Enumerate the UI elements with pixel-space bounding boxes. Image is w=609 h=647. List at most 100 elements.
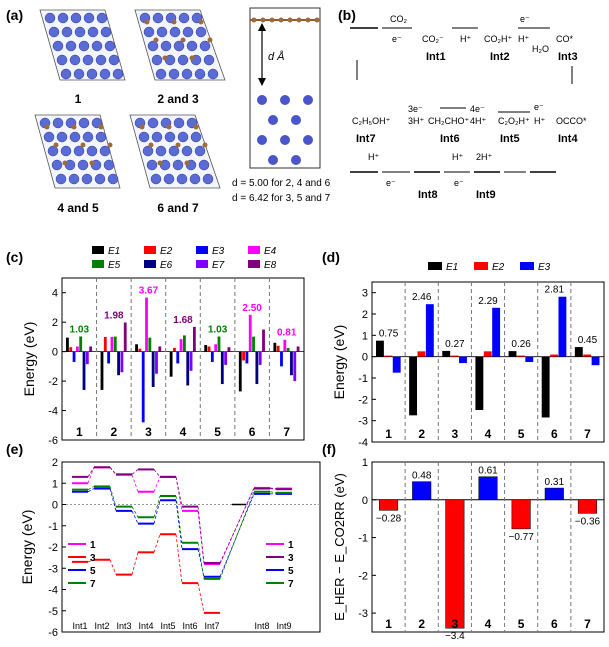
category-label: 7 — [584, 427, 591, 441]
bar-E2 — [516, 355, 525, 357]
connector-3 — [175, 534, 183, 584]
legend-label: 7 — [288, 579, 294, 590]
bar-E4 — [283, 339, 287, 352]
chem-int7: C₂H₅OH⁺ — [352, 116, 391, 126]
category-label: 3 — [452, 617, 459, 631]
legend-label: E3 — [538, 262, 551, 273]
atom — [103, 159, 115, 171]
bar-E7 — [189, 351, 193, 371]
bar-E4 — [145, 297, 148, 352]
bar-E6 — [151, 351, 155, 387]
y-tick-label: 4 — [52, 288, 58, 300]
bar-E8 — [296, 346, 300, 352]
chem-int6: CH₂CHO⁺ — [428, 116, 469, 126]
bar-E3 — [525, 356, 534, 362]
atom — [186, 40, 198, 52]
bar — [445, 499, 465, 629]
bar-E2 — [138, 348, 142, 352]
annotation-label: 3.67 — [139, 286, 159, 297]
annotation-label: 0.81 — [277, 328, 297, 339]
d-label: d Å — [268, 50, 285, 63]
adatom — [107, 142, 113, 148]
x-tick-label: Int3 — [116, 621, 131, 631]
bar-E3 — [107, 351, 111, 364]
bar — [478, 476, 498, 501]
atom — [189, 173, 201, 185]
y-tick-label: 3 — [362, 288, 368, 300]
annotation-label: 1.03 — [70, 324, 90, 335]
annotation-label: 2.81 — [545, 285, 565, 296]
bar-E2 — [276, 345, 280, 352]
y-tick-label: -3 — [358, 416, 368, 428]
connector-5 — [175, 500, 183, 550]
layer-atom — [251, 17, 257, 23]
y-tick-label: 0 — [362, 352, 368, 364]
bar-E2 — [103, 336, 107, 352]
adatom — [198, 19, 204, 25]
connector-5 — [109, 488, 117, 511]
bar-E3 — [558, 296, 567, 357]
atom — [199, 40, 211, 52]
atom — [181, 145, 193, 157]
y-tick-label: 2 — [52, 317, 58, 329]
atom — [182, 26, 194, 38]
atom — [164, 131, 176, 143]
chart-f: -3 -2 -1 0 1 E_HER − E_CO2RR (eV) −0.28 1 0.48 2 −… — [332, 457, 605, 642]
value-label: −0.28 — [376, 513, 402, 524]
bar-E1 — [376, 340, 384, 357]
legend-label: E5 — [108, 260, 121, 271]
bar-E1 — [238, 351, 242, 392]
d-arrow-head-bottom — [258, 78, 266, 86]
legend-label: 5 — [288, 566, 294, 577]
side-atom — [257, 95, 267, 105]
atom — [56, 54, 68, 66]
bar-E3 — [72, 351, 76, 362]
species-3h: 3H⁺ — [408, 116, 425, 126]
legend-label: 3 — [288, 553, 294, 564]
bar-E6 — [82, 351, 86, 390]
annotation-label: 0.26 — [511, 339, 531, 350]
atom — [86, 145, 98, 157]
legend-label: E6 — [160, 260, 173, 271]
atom — [61, 26, 73, 38]
atom — [52, 117, 64, 129]
atom — [160, 40, 172, 52]
y-tick-label: -3 — [48, 563, 58, 575]
bar-E1 — [475, 356, 484, 410]
legend-label: E4 — [264, 246, 277, 257]
adatom — [193, 124, 199, 130]
bar-E1 — [574, 347, 583, 357]
legend-label: E3 — [212, 246, 225, 257]
atom — [112, 68, 124, 80]
bar-E3 — [459, 356, 467, 364]
bar-E8 — [192, 326, 196, 352]
connector-3 — [131, 552, 139, 575]
connector-1 — [87, 467, 95, 484]
annotation-label: 1.98 — [104, 310, 124, 321]
legend-label: 1 — [288, 540, 294, 551]
species-e-5: e⁻ — [454, 178, 464, 188]
y-tick-label: 1 — [362, 330, 368, 342]
adatom — [89, 160, 95, 166]
side-atom — [291, 115, 301, 125]
label-int9: Int9 — [476, 189, 496, 201]
connector-3 — [197, 583, 205, 613]
annotation-label: 2.46 — [412, 292, 432, 303]
x-tick-label: Int4 — [138, 621, 153, 631]
atom — [142, 145, 154, 157]
bar-E8 — [262, 329, 265, 352]
connector-7 — [269, 491, 277, 494]
legend-label: E1 — [108, 246, 120, 257]
layer-atom — [314, 17, 320, 23]
value-label: −0.77 — [508, 532, 534, 543]
bar-E2 — [242, 351, 245, 361]
legend-swatch — [248, 260, 260, 268]
bar-E2 — [384, 355, 393, 357]
category-label: 1 — [385, 617, 392, 631]
y-tick-label: -1 — [358, 373, 368, 385]
atom — [86, 68, 98, 80]
layer-atom — [278, 17, 284, 23]
connector-3 — [219, 488, 255, 564]
atom — [44, 12, 56, 24]
species-h-2: H⁺ — [518, 34, 529, 44]
